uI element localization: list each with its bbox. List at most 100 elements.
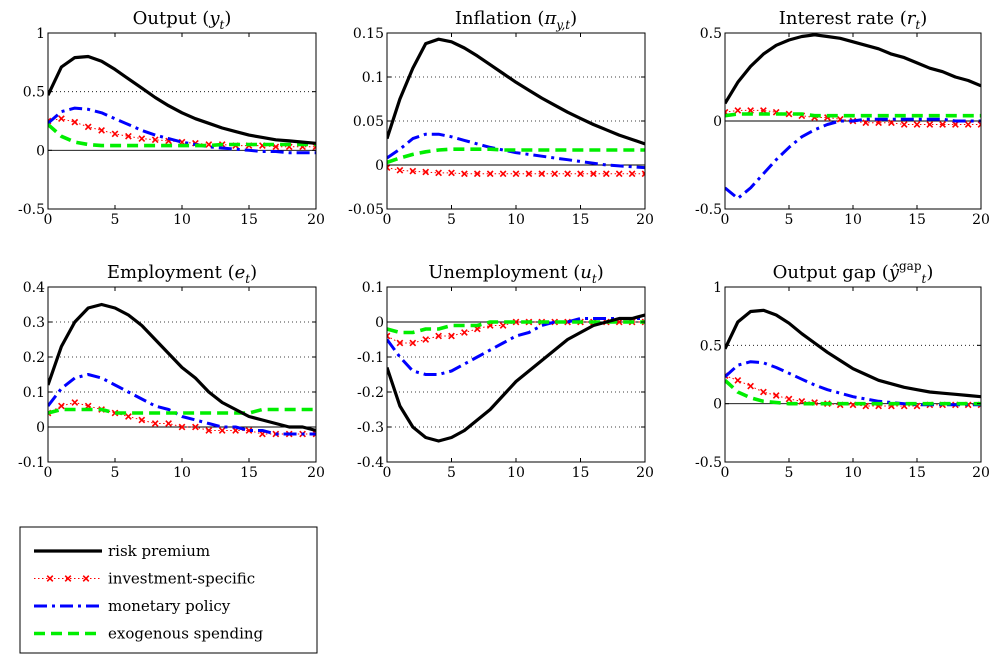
data-point-investment-specific xyxy=(888,119,895,127)
legend-label: risk premium xyxy=(108,542,210,560)
data-point-investment-specific xyxy=(396,339,404,347)
x-tick-label: 10 xyxy=(844,212,862,228)
data-point-investment-specific xyxy=(409,167,417,175)
data-point-investment-specific xyxy=(125,413,132,420)
y-tick-label: 0.1 xyxy=(362,280,384,296)
data-point-investment-specific xyxy=(952,121,959,128)
data-point-investment-specific xyxy=(785,395,793,403)
data-point-investment-specific xyxy=(499,170,507,178)
series-line-risk-premium xyxy=(387,313,645,443)
legend-item-monetary-policy: monetary policy xyxy=(34,597,231,615)
data-point-investment-specific xyxy=(772,392,780,399)
legend-marker xyxy=(82,575,90,582)
data-point-investment-specific xyxy=(435,332,442,340)
data-point-investment-specific xyxy=(734,376,742,384)
data-point-investment-specific xyxy=(151,136,159,144)
panel-title: Employment (et) xyxy=(107,262,257,286)
y-tick-label: 0.05 xyxy=(353,114,384,130)
y-tick-label: -0.1 xyxy=(18,455,45,471)
series-line-risk-premium xyxy=(725,308,981,399)
x-tick-label: 15 xyxy=(572,465,590,481)
y-tick-label: 0.1 xyxy=(23,385,45,401)
y-tick-label: 0.5 xyxy=(23,85,45,101)
data-point-investment-specific xyxy=(461,170,468,178)
data-point-investment-specific xyxy=(111,130,119,138)
data-point-investment-specific xyxy=(387,164,391,172)
data-point-investment-specific xyxy=(641,170,645,178)
data-point-investment-specific xyxy=(58,402,65,410)
x-tick-label: 0 xyxy=(383,212,392,228)
data-point-investment-specific xyxy=(151,420,159,427)
y-tick-label: -0.5 xyxy=(695,455,722,471)
x-tick-label: 10 xyxy=(844,465,862,481)
data-point-investment-specific xyxy=(615,170,623,178)
data-point-investment-specific xyxy=(178,423,186,431)
y-tick-label: 0.1 xyxy=(362,70,384,86)
y-tick-label: 0.15 xyxy=(353,26,384,42)
y-tick-label: -0.5 xyxy=(695,202,722,218)
series-line-exogenous-spending xyxy=(725,112,981,118)
x-tick-label: 20 xyxy=(636,465,654,481)
data-point-investment-specific xyxy=(58,115,65,123)
y-tick-label: 0 xyxy=(713,397,722,413)
data-point-investment-specific xyxy=(448,332,455,340)
data-point-investment-specific xyxy=(939,121,946,128)
series-line-exogenous-spending xyxy=(48,407,316,415)
series-line-monetary-policy xyxy=(48,373,316,436)
y-tick-label: -0.05 xyxy=(348,202,384,218)
y-tick-label: 0 xyxy=(713,114,722,130)
x-tick-label: 10 xyxy=(173,212,191,228)
data-point-investment-specific xyxy=(538,170,546,178)
series-line-exogenous-spending xyxy=(48,123,316,148)
data-point-investment-specific xyxy=(461,329,468,336)
data-point-investment-specific xyxy=(396,166,404,174)
panel-title: Output gap (ŷgapt) xyxy=(773,259,934,286)
data-point-investment-specific xyxy=(473,170,481,178)
x-tick-label: 10 xyxy=(507,465,525,481)
y-tick-label: 0 xyxy=(36,420,45,436)
data-point-investment-specific xyxy=(747,382,754,390)
x-tick-label: 5 xyxy=(111,212,120,228)
y-tick-label: -0.4 xyxy=(357,455,384,471)
series-line-exogenous-spending xyxy=(387,147,645,165)
x-tick-label: 20 xyxy=(972,465,990,481)
series-line-risk-premium xyxy=(725,33,981,105)
panel-5: 0 5 10 15 20 -0.4 -0.3 -0.2 -0.1 0 0.1 Unemployment… xyxy=(357,262,654,481)
x-tick-label: 0 xyxy=(383,465,392,481)
data-point-investment-specific xyxy=(98,127,105,134)
x-tick-label: 15 xyxy=(240,212,258,228)
legend: risk premium investment-specific monetary … xyxy=(19,526,318,654)
y-tick-label: -0.1 xyxy=(357,350,384,366)
data-point-investment-specific xyxy=(448,169,455,177)
data-point-investment-specific xyxy=(486,170,494,178)
panel-title: Output (yt) xyxy=(133,8,232,32)
data-point-investment-specific xyxy=(71,399,79,406)
data-point-investment-specific xyxy=(977,121,981,128)
panel-title: Unemployment (ut) xyxy=(428,262,604,286)
x-tick-label: 5 xyxy=(111,465,120,481)
series-group xyxy=(725,308,981,410)
data-point-investment-specific xyxy=(422,336,430,343)
y-tick-label: 0.5 xyxy=(700,26,722,42)
legend-label: monetary policy xyxy=(108,597,231,615)
series-group xyxy=(387,37,645,178)
x-tick-label: 20 xyxy=(307,465,325,481)
data-point-investment-specific xyxy=(512,318,520,326)
x-tick-label: 20 xyxy=(636,212,654,228)
data-point-investment-specific xyxy=(192,423,199,431)
data-point-investment-specific xyxy=(964,121,972,128)
data-point-investment-specific xyxy=(785,110,793,118)
data-point-investment-specific xyxy=(435,169,442,177)
data-point-investment-specific xyxy=(913,121,921,128)
data-point-investment-specific xyxy=(900,121,908,128)
x-tick-label: 0 xyxy=(721,465,730,481)
y-tick-label: 0 xyxy=(375,315,384,331)
series-line-risk-premium xyxy=(48,302,316,433)
data-point-investment-specific xyxy=(125,132,132,140)
